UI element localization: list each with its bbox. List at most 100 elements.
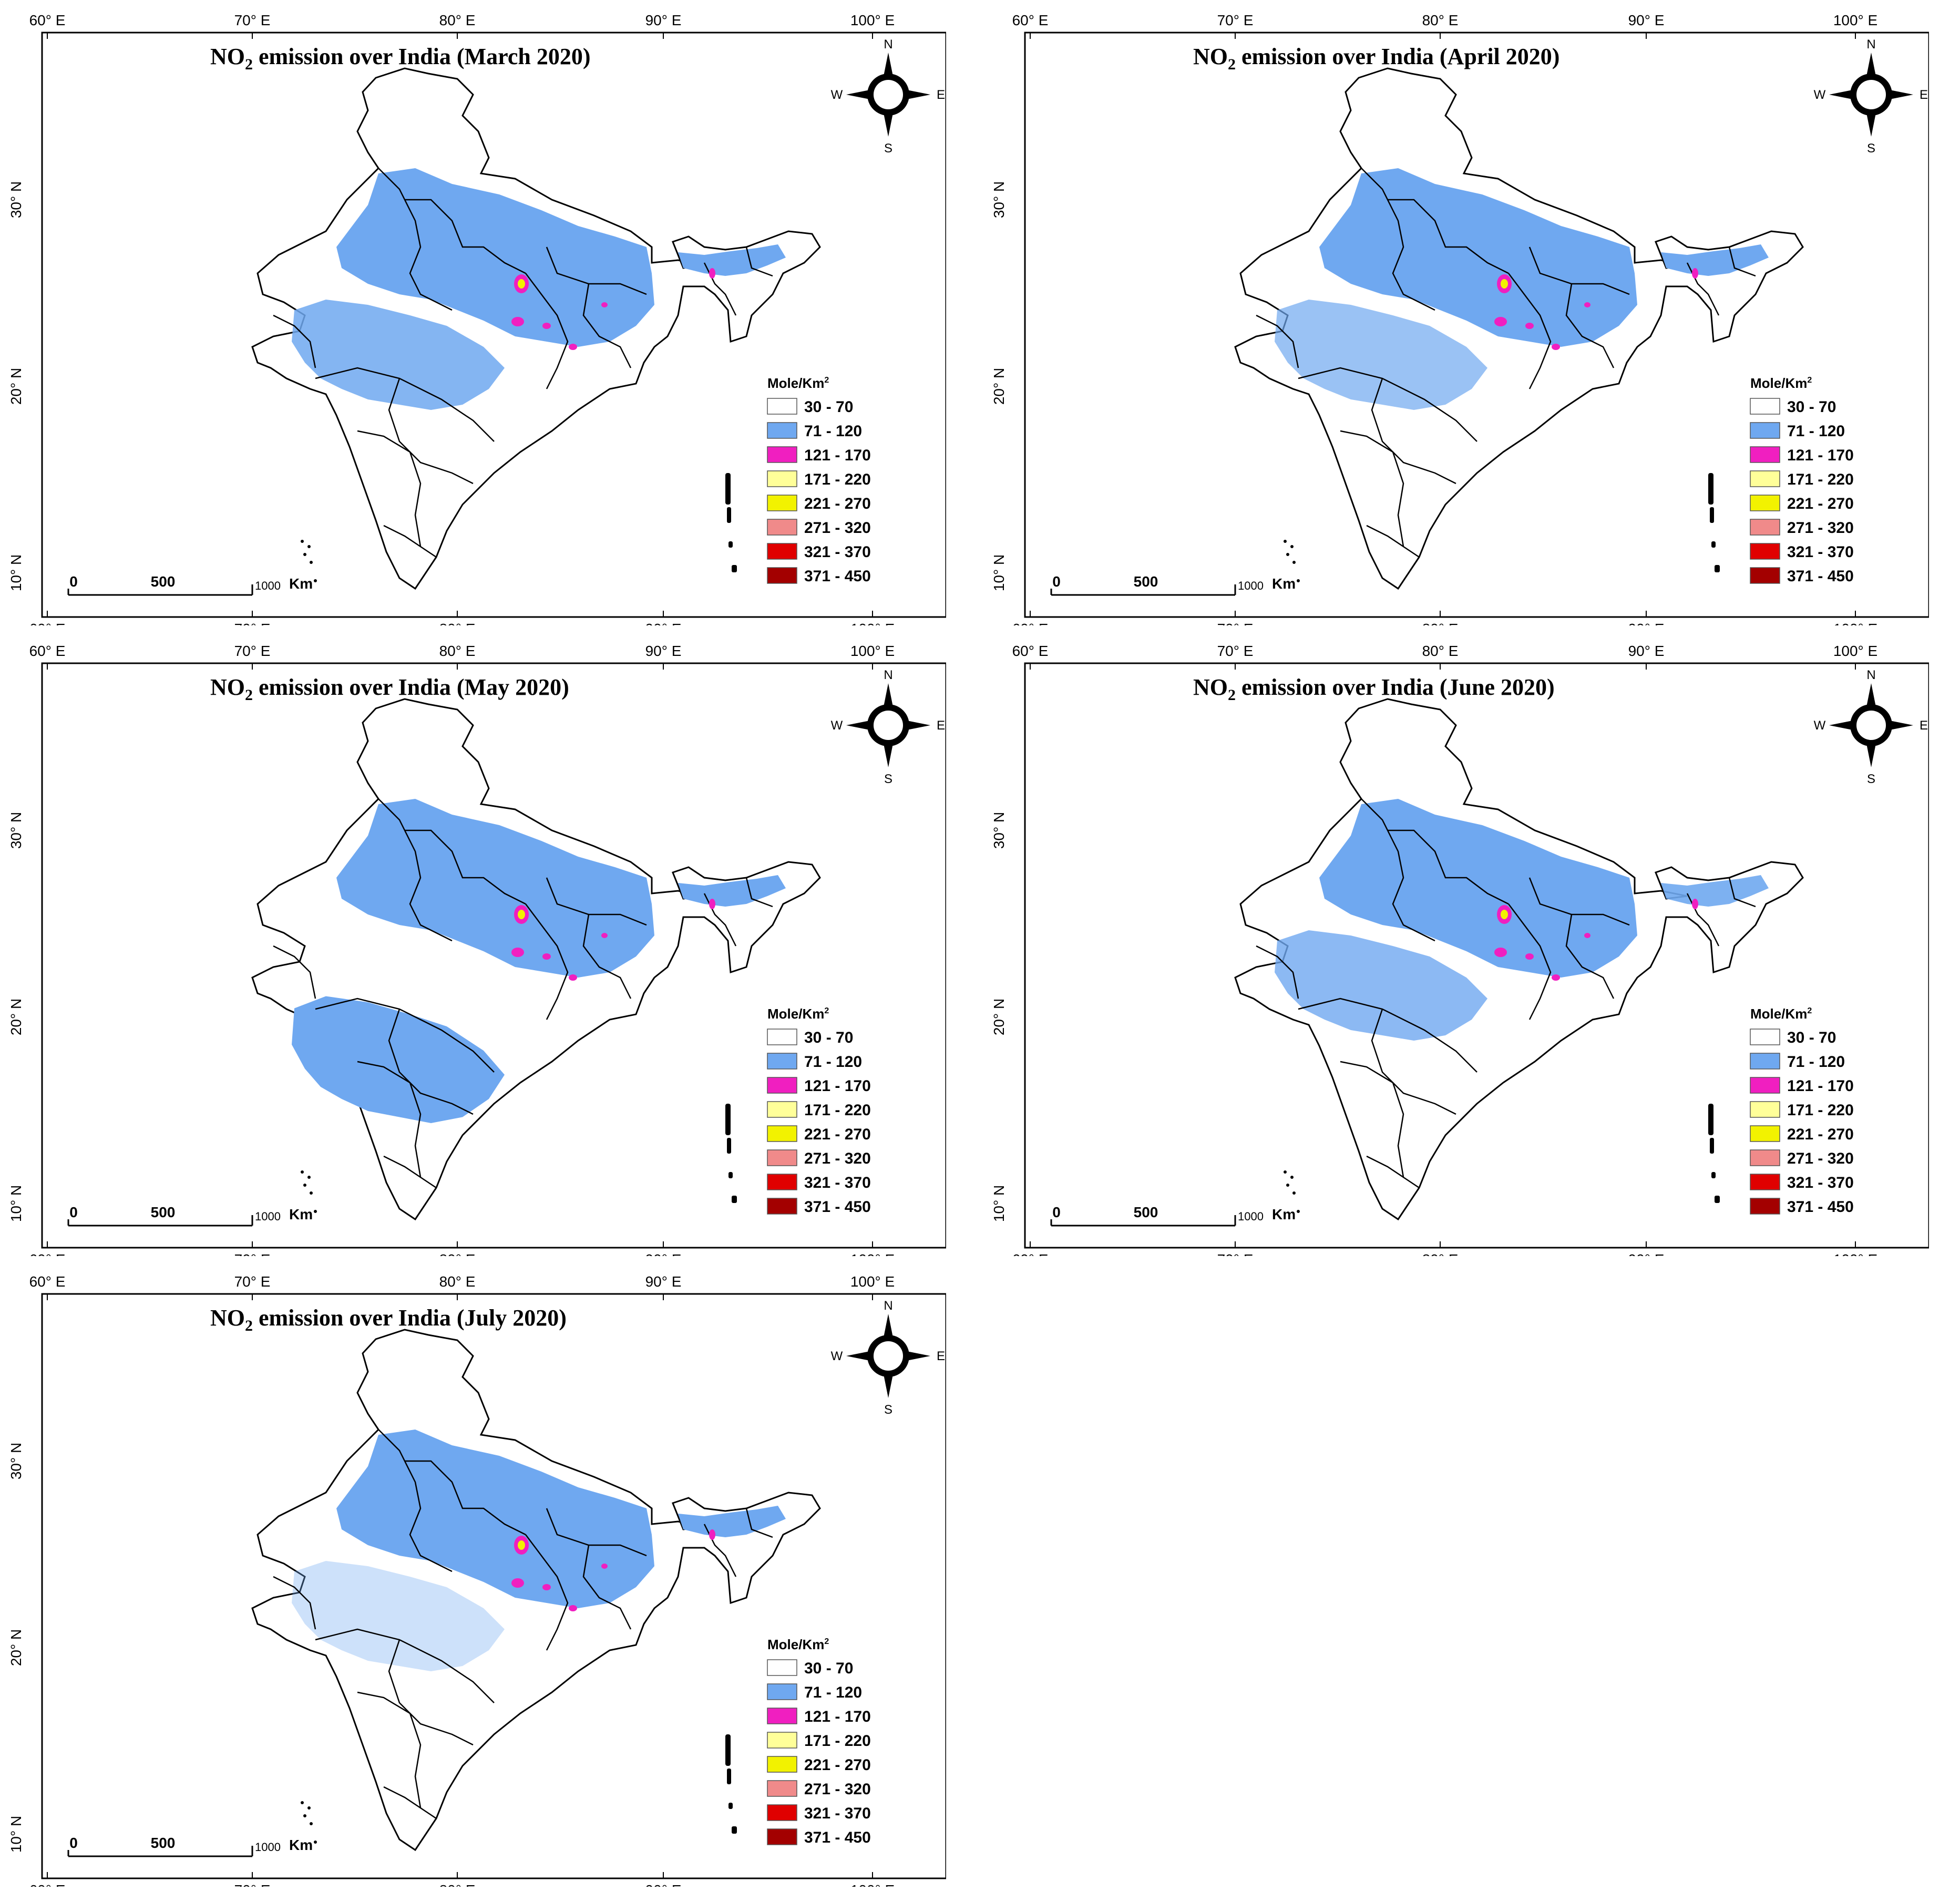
- lon-label: 70° E: [234, 621, 271, 625]
- legend-swatch: [1750, 1053, 1780, 1070]
- lat-label: 10° N: [991, 1185, 1007, 1222]
- lon-label: 90° E: [1628, 1251, 1665, 1256]
- legend-label: 71 - 120: [1787, 1053, 1845, 1071]
- no2-coverage-central: [292, 1561, 505, 1671]
- andaman-islands: [725, 473, 737, 572]
- legend-swatch: [767, 543, 797, 560]
- legend-swatch: [767, 1804, 797, 1821]
- compass-w: W: [1814, 718, 1826, 733]
- lat-labels: 30° N 20° N 10° N 30° N 20° N 10° N: [991, 181, 1007, 591]
- scale-bar: 0 500 1000 Km: [1050, 573, 1296, 596]
- compass-s: S: [884, 1403, 892, 1417]
- lakshadweep-islands: [301, 540, 317, 582]
- legend-label: 30 - 70: [804, 398, 853, 416]
- scale-mid: 500: [1134, 573, 1158, 590]
- scale-mid: 500: [151, 573, 176, 590]
- lakshadweep-islands: [1284, 540, 1300, 582]
- hotspots: [1494, 268, 1698, 350]
- legend-swatch: [1750, 1149, 1780, 1166]
- lon-label: 80° E: [1422, 643, 1459, 659]
- lat-label: 30° N: [8, 812, 24, 849]
- lon-label: 90° E: [645, 12, 682, 28]
- scale-unit: Km: [289, 575, 313, 592]
- lon-label: 60° E: [29, 1273, 66, 1290]
- hotspots: [511, 899, 715, 981]
- north-arrow-compass: N S W E: [1814, 37, 1928, 156]
- lon-label: 100° E: [850, 1273, 895, 1290]
- legend-swatch: [1750, 1198, 1780, 1215]
- lon-label: 70° E: [1217, 1251, 1254, 1256]
- legend-swatch: [767, 1125, 797, 1142]
- compass-w: W: [831, 718, 843, 733]
- legend: Mole/Km2 30 - 70 71 - 120 121 - 170 171 - 2…: [767, 375, 871, 585]
- india-map: [1234, 698, 1804, 1221]
- compass-n: N: [1866, 37, 1875, 52]
- legend-label: 71 - 120: [1787, 423, 1845, 440]
- map-title: NO2 emission over India (March 2020): [210, 44, 590, 73]
- lon-label: 70° E: [1217, 621, 1254, 625]
- legend-swatch: [767, 1149, 797, 1166]
- legend-swatch: [1750, 1125, 1780, 1142]
- legend-swatch: [767, 1683, 797, 1700]
- legend-swatch: [767, 1708, 797, 1724]
- scale-unit: Km: [289, 1837, 313, 1853]
- lon-labels-bottom: 60° E 70° E 80° E 90° E 100° E: [1012, 1251, 1878, 1256]
- compass-n: N: [884, 668, 892, 682]
- legend-label: 271 - 320: [1787, 519, 1854, 537]
- map-panel-june: 60° E 70° E 80° E 90° E 100° E 60° E 70°…: [983, 631, 1929, 1256]
- state-borders: [1256, 168, 1756, 558]
- compass-s: S: [1867, 141, 1875, 156]
- legend-label: 321 - 370: [1787, 543, 1854, 561]
- lon-label: 70° E: [234, 643, 271, 659]
- legend-swatch: [767, 1780, 797, 1797]
- lakshadweep-islands: [1284, 1170, 1300, 1213]
- map-title: NO2 emission over India (July 2020): [210, 1305, 567, 1334]
- lat-label: 30° N: [8, 181, 24, 218]
- compass-s: S: [1867, 772, 1875, 786]
- lon-label: 100° E: [1833, 643, 1877, 659]
- north-arrow-compass: N S W E: [1814, 668, 1928, 786]
- lat-labels: 30° N 20° N 10° N 30° N 20° N 10° N: [8, 812, 24, 1222]
- north-arrow-compass: N S W E: [831, 668, 945, 786]
- legend-swatch: [767, 1659, 797, 1676]
- legend-swatch: [767, 470, 797, 487]
- legend-label: 171 - 220: [804, 1102, 871, 1119]
- lat-labels: 30° N 20° N 10° N 30° N 20° N 10° N: [8, 181, 24, 591]
- compass-e: E: [1920, 718, 1928, 733]
- map-title: NO2 emission over India (May 2020): [210, 674, 569, 704]
- legend-swatch: [767, 495, 797, 511]
- legend-swatch: [1750, 446, 1780, 463]
- no2-coverage-northeast: [678, 244, 786, 276]
- legend-label: 321 - 370: [804, 1174, 871, 1191]
- map-panel-march: 60° E 70° E 80° E 90° E 100° E 60° E 70°…: [0, 0, 946, 625]
- legend-swatch: [767, 1756, 797, 1773]
- legend-label: 321 - 370: [804, 1805, 871, 1822]
- legend: Mole/Km2 30 - 70 71 - 120 121 - 170 171 - 2…: [1750, 375, 1854, 585]
- lon-label: 80° E: [1422, 12, 1459, 28]
- map-panel-july: 60° E 70° E 80° E 90° E 100° E 60° E 70°…: [0, 1261, 946, 1887]
- state-borders: [1256, 798, 1756, 1189]
- lon-labels-top: 60° E 70° E 80° E 90° E 100° E: [29, 1273, 895, 1290]
- lat-label: 10° N: [8, 554, 24, 591]
- scale-bar: 0 500 1000 Km: [67, 1204, 313, 1227]
- state-borders: [273, 798, 773, 1189]
- lon-label: 60° E: [1012, 643, 1049, 659]
- map-title: NO2 emission over India (June 2020): [1193, 674, 1555, 704]
- legend-swatch: [1750, 470, 1780, 487]
- compass-n: N: [884, 37, 892, 52]
- legend-label: 71 - 120: [804, 423, 862, 440]
- legend-label: 71 - 120: [804, 1053, 862, 1071]
- andaman-islands: [725, 1734, 737, 1834]
- no2-coverage-north: [1319, 168, 1637, 347]
- legend-label: 221 - 270: [804, 1756, 871, 1774]
- compass-s: S: [884, 772, 892, 786]
- legend-label: 30 - 70: [804, 1660, 853, 1677]
- lon-labels-bottom: 60° E 70° E 80° E 90° E 100° E: [29, 1251, 895, 1256]
- lon-label: 70° E: [234, 1882, 271, 1887]
- scale-mid: 500: [151, 1835, 176, 1851]
- legend-swatch: [767, 1732, 797, 1749]
- legend-label: 221 - 270: [1787, 1126, 1854, 1143]
- lon-label: 80° E: [439, 12, 476, 28]
- lon-labels-top: 60° E 70° E 80° E 90° E 100° E: [29, 12, 895, 28]
- legend-swatch: [767, 1174, 797, 1190]
